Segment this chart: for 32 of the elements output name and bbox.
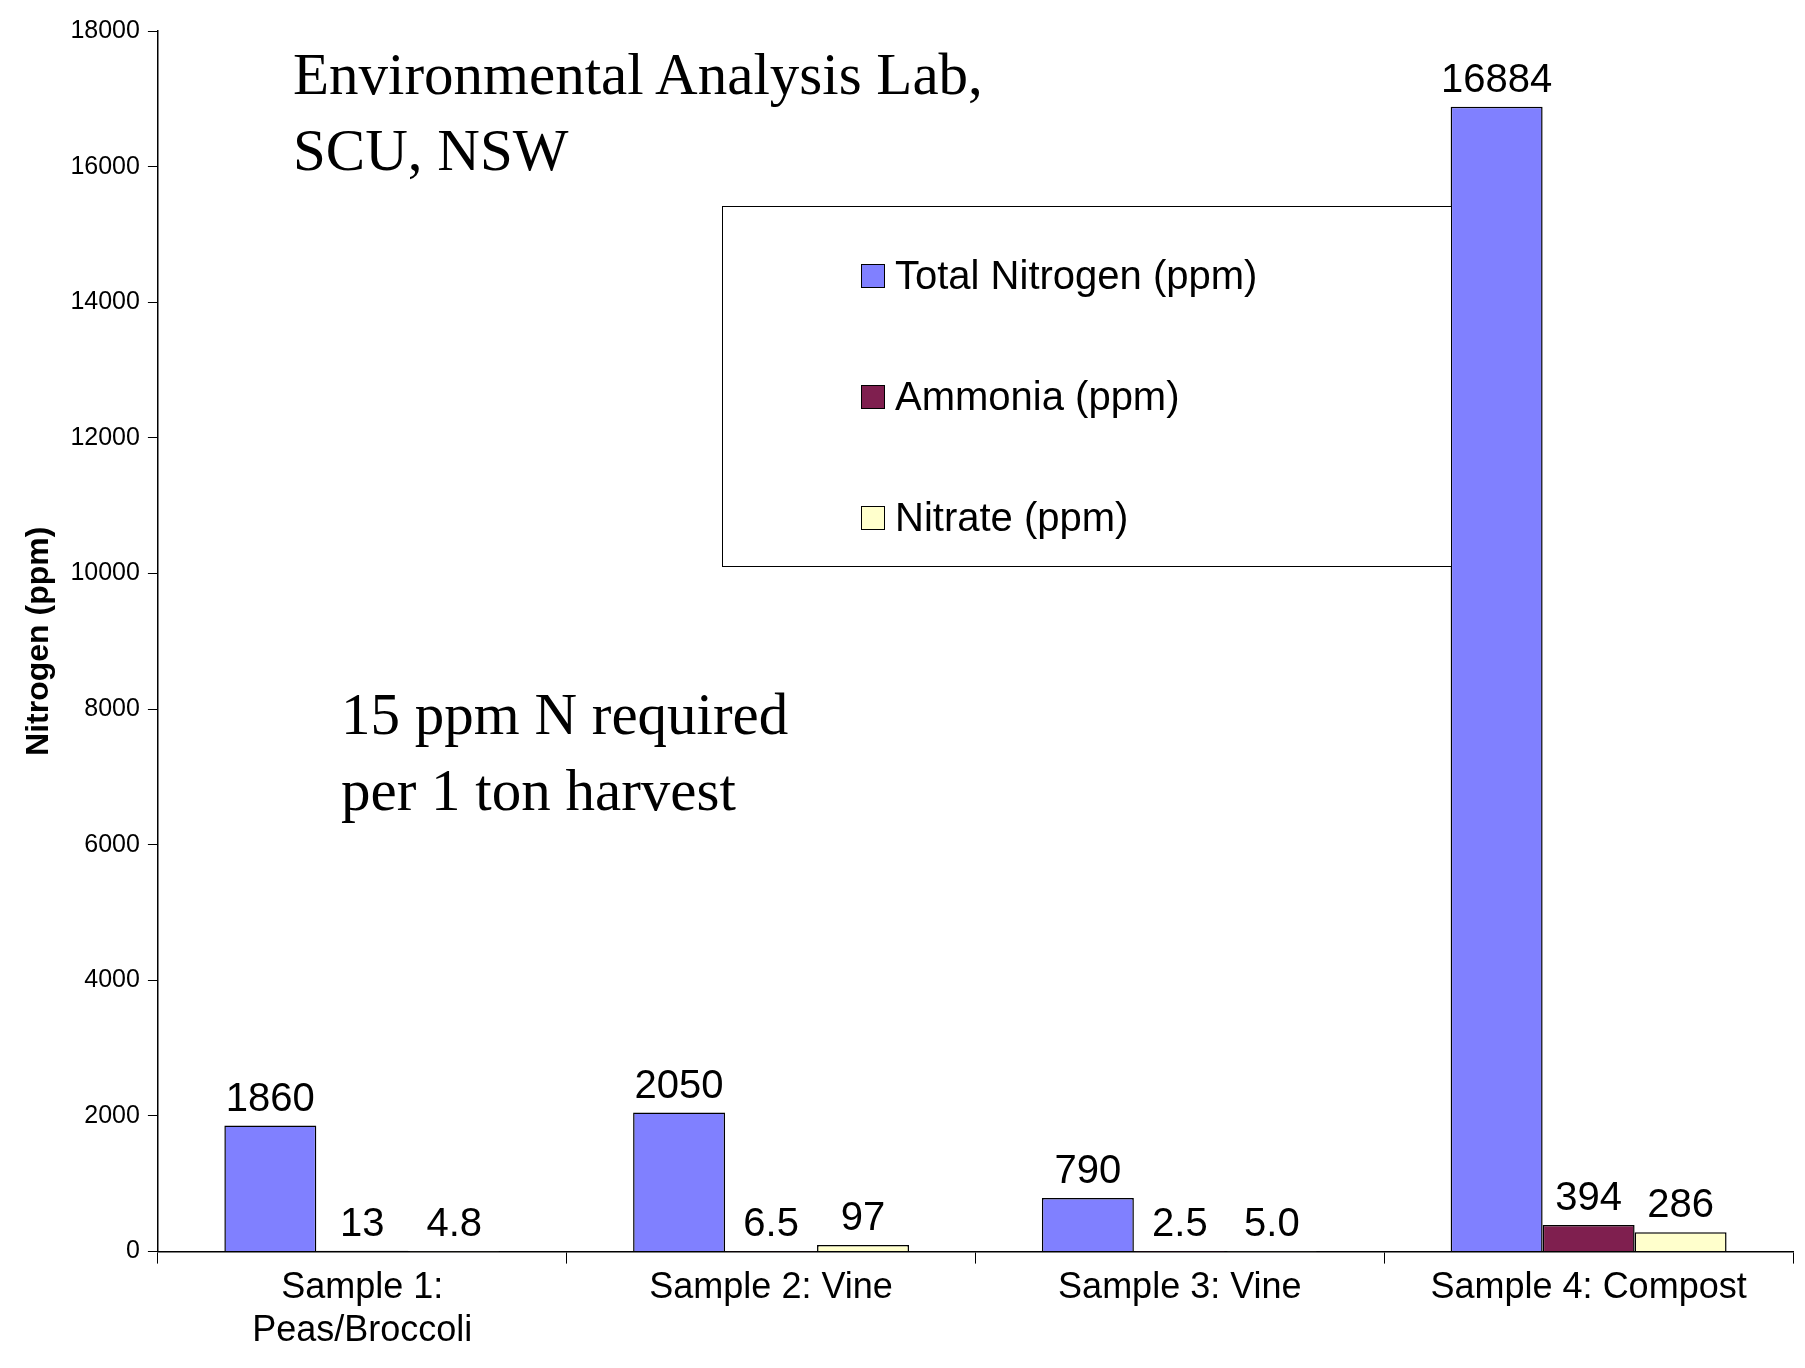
data-label: 790 (1054, 1147, 1122, 1192)
legend-label: Ammonia (ppm) (895, 374, 1180, 419)
annotation: 15 ppm N required per 1 ton harvest (341, 680, 789, 825)
data-label: 13 (340, 1199, 385, 1244)
y-tick-label: 16000 (70, 150, 140, 179)
y-tick-label: 18000 (70, 14, 140, 43)
data-label: 286 (1647, 1181, 1714, 1226)
x-tick-label: Sample 1: Peas/Broccoli (252, 1265, 473, 1350)
legend-label: Nitrate (ppm) (895, 495, 1129, 540)
data-label: 4.8 (426, 1200, 483, 1245)
y-tick-label: 6000 (84, 828, 140, 857)
data-label: 97 (840, 1194, 886, 1239)
x-tick-label: Sample 3: Vine (1058, 1265, 1302, 1307)
data-label: 16884 (1441, 55, 1553, 100)
y-tick-label: 12000 (70, 421, 140, 450)
y-tick-label: 2000 (84, 1099, 140, 1128)
legend-label: Total Nitrogen (ppm) (895, 253, 1258, 298)
y-axis-title: Nitrogen (ppm) (19, 526, 56, 756)
x-tick-label: Sample 4: Compost (1430, 1265, 1747, 1307)
data-label: 5.0 (1244, 1200, 1300, 1245)
y-tick-label: 14000 (70, 286, 140, 315)
y-tick-label: 0 (126, 1235, 140, 1264)
x-tick-label: Sample 2: Vine (649, 1265, 893, 1307)
data-label: 2.5 (1152, 1200, 1208, 1245)
y-tick-label: 8000 (84, 693, 140, 721)
y-tick-label: 10000 (70, 557, 140, 586)
data-label: 2050 (634, 1061, 724, 1106)
data-label: 394 (1555, 1173, 1622, 1218)
data-label: 6.5 (743, 1200, 799, 1245)
annotation: Environmental Analysis Lab, SCU, NSW (293, 40, 983, 185)
data-label: 1860 (225, 1074, 315, 1119)
y-tick-label: 4000 (84, 964, 140, 993)
